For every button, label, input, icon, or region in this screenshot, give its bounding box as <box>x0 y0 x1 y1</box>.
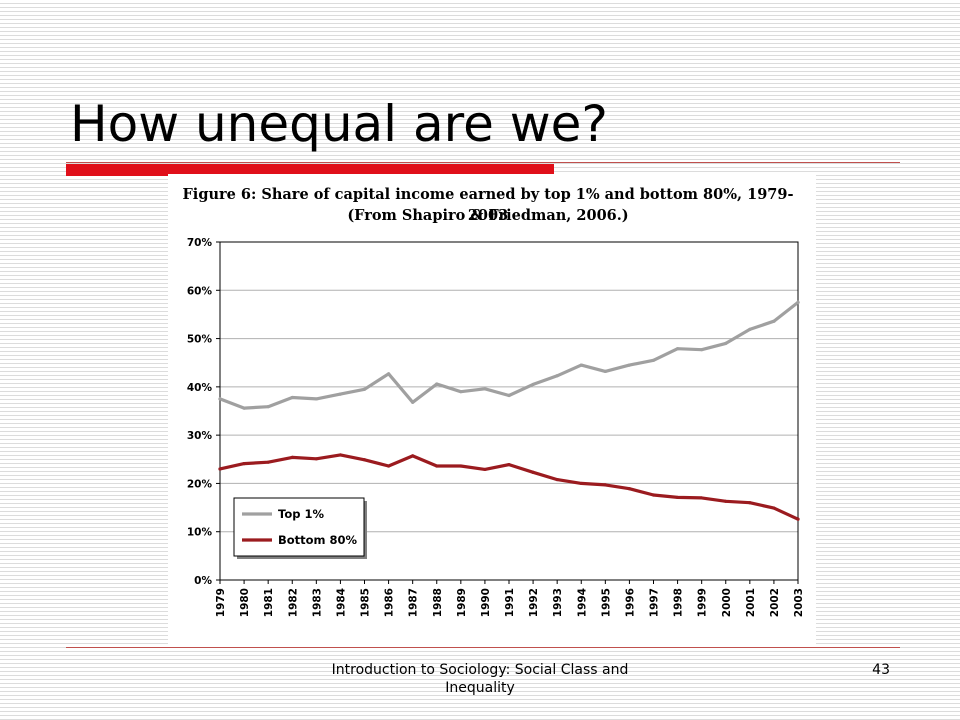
data-point <box>675 495 680 500</box>
x-tick-label: 1986 <box>384 588 396 617</box>
data-point <box>579 363 583 367</box>
chart-title: Figure 6: Share of capital income earned… <box>182 186 794 224</box>
slide-title: How unequal are we? <box>70 95 608 153</box>
y-tick-label: 40% <box>187 382 213 394</box>
title-rule-thin <box>66 162 900 163</box>
data-point <box>603 369 607 374</box>
series-line-top-1- <box>218 300 800 410</box>
x-tick-label: 1995 <box>600 588 612 617</box>
data-point <box>266 405 270 409</box>
data-point <box>266 460 270 464</box>
data-point <box>218 397 222 401</box>
data-point <box>603 483 607 487</box>
chart-panel: Figure 6: Share of capital income earned… <box>168 174 816 650</box>
x-tick-label: 1996 <box>624 588 636 617</box>
data-point <box>796 300 800 304</box>
slide-footer: Introduction to Sociology: Social Class … <box>331 662 629 696</box>
x-tick-label: 1982 <box>287 588 299 617</box>
data-point <box>314 457 318 461</box>
page-number: 43 <box>872 662 890 678</box>
line-chart: 0% 10% 20% 30% 40% 50% 60% 70% 1979 1980 1981 1982 1… <box>187 237 805 617</box>
y-tick-label: 50% <box>187 334 213 346</box>
x-tick-label: 1990 <box>480 588 492 617</box>
data-point <box>459 464 463 468</box>
legend-label: Top 1% <box>278 507 324 521</box>
data-point <box>772 506 776 510</box>
x-tick-label: 1984 <box>335 588 347 617</box>
x-tick-label: 1991 <box>504 588 516 617</box>
x-tick-label: 1997 <box>649 588 661 617</box>
data-point <box>507 462 511 467</box>
data-point <box>435 382 439 386</box>
data-point <box>362 458 367 462</box>
y-tick-label: 70% <box>187 237 213 249</box>
x-tick-label: 1987 <box>408 588 420 617</box>
data-point <box>555 477 559 482</box>
data-point <box>290 455 294 459</box>
x-tick-label: 1980 <box>239 588 251 617</box>
legend <box>233 497 365 557</box>
data-point <box>435 464 439 468</box>
data-point <box>796 517 800 521</box>
data-point <box>651 493 656 497</box>
data-point <box>459 390 463 394</box>
data-point <box>338 392 343 396</box>
y-tick-label: 0% <box>194 575 212 587</box>
x-tick-label: 1989 <box>456 588 468 617</box>
data-point <box>627 363 632 367</box>
data-point <box>218 467 222 471</box>
chart-subtitle: (From Shapiro & Friedman, 2006.) <box>347 207 629 224</box>
x-tick-label: 1979 <box>215 588 227 617</box>
footer-rule <box>66 647 900 648</box>
data-point <box>411 400 415 404</box>
x-tick-label: 1998 <box>673 588 685 617</box>
data-point <box>483 387 487 391</box>
data-point <box>483 467 487 472</box>
data-point <box>507 393 511 398</box>
data-point <box>386 372 391 376</box>
legend-label: Bottom 80% <box>278 533 358 547</box>
x-tick-label: 1993 <box>552 588 564 617</box>
data-point <box>627 487 632 491</box>
data-point <box>772 319 776 323</box>
data-point <box>651 358 656 362</box>
data-point <box>290 395 294 400</box>
y-tick-label: 20% <box>187 478 213 490</box>
data-point <box>314 397 318 401</box>
data-point <box>242 462 246 466</box>
x-tick-label: 2001 <box>745 588 757 617</box>
data-point <box>531 382 535 387</box>
x-tick-label: 1985 <box>360 588 372 617</box>
data-point <box>338 453 343 457</box>
data-point <box>724 499 728 503</box>
y-tick-label: 30% <box>187 430 213 442</box>
x-tick-label: 1981 <box>263 588 275 617</box>
title-rule-accent <box>66 164 554 176</box>
data-point <box>362 387 367 391</box>
y-tick-label: 10% <box>187 527 213 539</box>
x-tick-label: 2002 <box>769 588 781 617</box>
data-point <box>700 496 704 500</box>
x-tick-label: 1999 <box>697 588 709 617</box>
data-point <box>386 464 391 468</box>
data-point <box>579 481 583 486</box>
data-point <box>411 454 415 458</box>
data-point <box>555 374 559 378</box>
x-tick-label: 2000 <box>721 588 733 617</box>
x-tick-label: 2003 <box>793 588 805 617</box>
x-tick-label: 1994 <box>576 588 588 617</box>
data-point <box>724 341 728 345</box>
data-point <box>700 348 704 352</box>
y-tick-label: 60% <box>187 285 213 297</box>
x-tick-label: 1983 <box>311 588 323 617</box>
x-tick-label: 1988 <box>432 588 444 617</box>
data-point <box>748 501 752 505</box>
data-point <box>748 327 752 331</box>
x-tick-label: 1992 <box>528 588 540 617</box>
data-point <box>675 347 680 351</box>
data-point <box>242 406 246 410</box>
data-point <box>531 470 535 474</box>
